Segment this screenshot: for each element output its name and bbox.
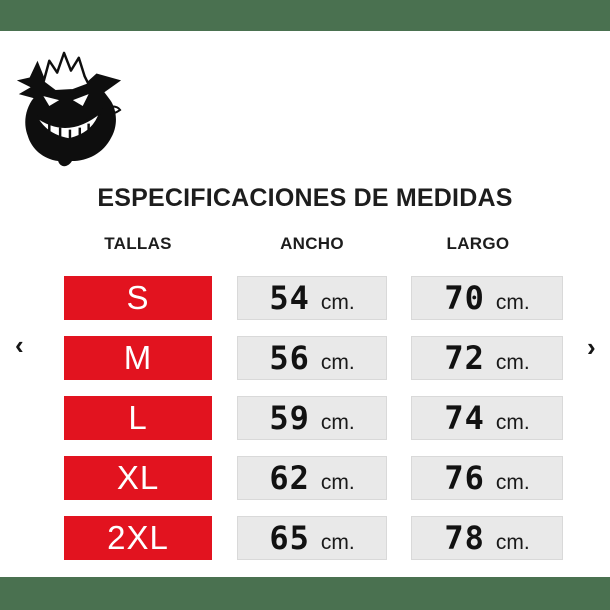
- ancho-cell: 56 cm.: [237, 336, 387, 380]
- largo-value: 74: [444, 399, 485, 437]
- column-header-tallas: TALLAS: [104, 234, 172, 253]
- ancho-cell: 62 cm.: [237, 456, 387, 500]
- unit-label: cm.: [495, 411, 530, 434]
- top-banner: [0, 0, 610, 31]
- ancho-cell: 59 cm.: [237, 396, 387, 440]
- size-label: XL: [116, 459, 160, 496]
- unit-label: cm.: [320, 471, 355, 494]
- column-header-largo: LARGO: [446, 234, 510, 253]
- largo-value: 76: [444, 459, 485, 497]
- ancho-cell: 65 cm.: [237, 516, 387, 560]
- size-badge: S: [64, 276, 212, 320]
- largo-cell: 74 cm.: [411, 396, 563, 440]
- ancho-value: 62: [269, 459, 310, 497]
- gengar-icon: [16, 51, 122, 167]
- gengar-logo: [8, 40, 126, 170]
- size-badge: M: [64, 336, 212, 380]
- largo-cell: 78 cm.: [411, 516, 563, 560]
- page-title: ESPECIFICACIONES DE MEDIDAS: [97, 184, 513, 212]
- unit-label: cm.: [495, 291, 530, 314]
- unit-label: cm.: [495, 351, 530, 374]
- size-badge: XL: [64, 456, 212, 500]
- size-row: L 59 cm. 74 cm.: [0, 396, 610, 440]
- unit-label: cm.: [495, 471, 530, 494]
- size-row: XL 62 cm. 76 cm.: [0, 456, 610, 500]
- unit-label: cm.: [320, 351, 355, 374]
- carousel-prev-arrow[interactable]: ‹: [15, 330, 24, 360]
- ancho-value: 59: [269, 399, 310, 437]
- size-label: 2XL: [107, 519, 169, 556]
- unit-label: cm.: [320, 411, 355, 434]
- largo-value: 78: [444, 519, 485, 557]
- size-row: S 54 cm. 70 cm.: [0, 276, 610, 320]
- size-table: S 54 cm. 70 cm. M 56 cm. 72 cm.: [0, 276, 610, 576]
- size-label: S: [126, 279, 150, 316]
- ancho-cell: 54 cm.: [237, 276, 387, 320]
- largo-cell: 76 cm.: [411, 456, 563, 500]
- column-header-ancho: ANCHO: [280, 234, 344, 253]
- largo-value: 72: [444, 339, 485, 377]
- largo-value: 70: [444, 279, 485, 317]
- largo-cell: 72 cm.: [411, 336, 563, 380]
- bottom-banner: [0, 577, 610, 610]
- size-row: 2XL 65 cm. 78 cm.: [0, 516, 610, 560]
- size-badge: 2XL: [64, 516, 212, 560]
- unit-label: cm.: [320, 531, 355, 554]
- ancho-value: 54: [269, 279, 310, 317]
- carousel-next-arrow[interactable]: ›: [587, 332, 596, 362]
- size-label: L: [128, 399, 148, 436]
- size-label: M: [123, 339, 153, 376]
- ancho-value: 65: [269, 519, 310, 557]
- unit-label: cm.: [495, 531, 530, 554]
- unit-label: cm.: [320, 291, 355, 314]
- ancho-value: 56: [269, 339, 310, 377]
- largo-cell: 70 cm.: [411, 276, 563, 320]
- size-row: M 56 cm. 72 cm.: [0, 336, 610, 380]
- size-badge: L: [64, 396, 212, 440]
